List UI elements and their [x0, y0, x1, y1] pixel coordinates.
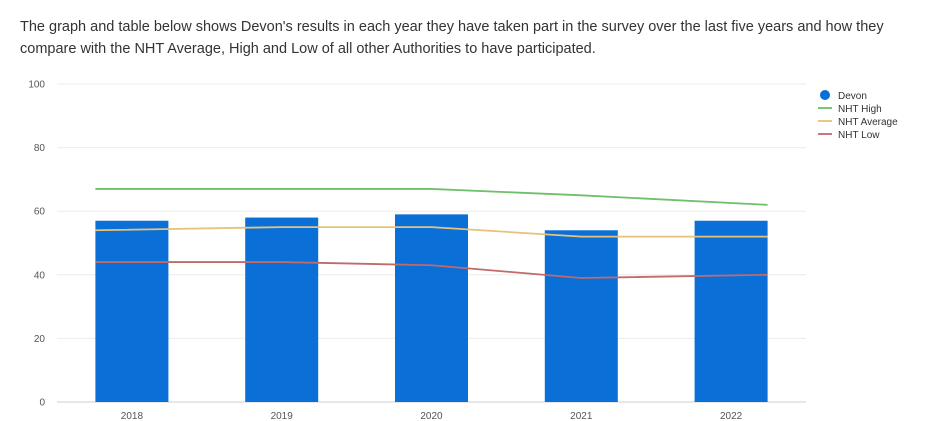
y-tick-label-20: 20: [34, 334, 46, 345]
x-axis-ticks: 2018 2019 2020 2021 2022: [121, 411, 743, 421]
bar-devon-2020: [395, 214, 468, 402]
chart-legend: Devon NHT High NHT Average NHT Low: [818, 90, 898, 141]
legend-label-devon: Devon: [838, 91, 867, 102]
bar-devon-2018: [95, 220, 169, 402]
devon-bars: [95, 214, 768, 402]
y-tick-label-100: 100: [28, 80, 45, 91]
y-tick-label-60: 60: [34, 207, 46, 218]
nht-lines: [95, 188, 768, 279]
legend-label-nht-high: NHT High: [838, 104, 882, 115]
bar-devon-2022: [694, 220, 768, 402]
y-axis-ticks: 0 20 40 60 80 100: [28, 80, 45, 409]
y-tick-label-40: 40: [34, 270, 46, 281]
legend-marker-devon: [820, 90, 830, 100]
y-tick-label-0: 0: [39, 398, 45, 409]
intro-text: The graph and table below shows Devon's …: [20, 19, 884, 57]
line-nht-average: [95, 226, 768, 238]
x-tick-label-2021: 2021: [570, 411, 593, 421]
x-tick-label-2020: 2020: [420, 411, 443, 421]
bar-devon-2019: [245, 217, 319, 402]
bar-devon-2021: [544, 230, 618, 402]
legend-label-nht-low: NHT Low: [838, 130, 880, 141]
x-tick-label-2022: 2022: [720, 411, 743, 421]
x-tick-label-2019: 2019: [271, 411, 294, 421]
line-nht-low: [95, 261, 768, 279]
x-tick-label-2018: 2018: [121, 411, 144, 421]
legend-label-nht-average: NHT Average: [838, 117, 898, 128]
y-tick-label-80: 80: [34, 143, 46, 154]
line-nht-high: [95, 188, 768, 206]
